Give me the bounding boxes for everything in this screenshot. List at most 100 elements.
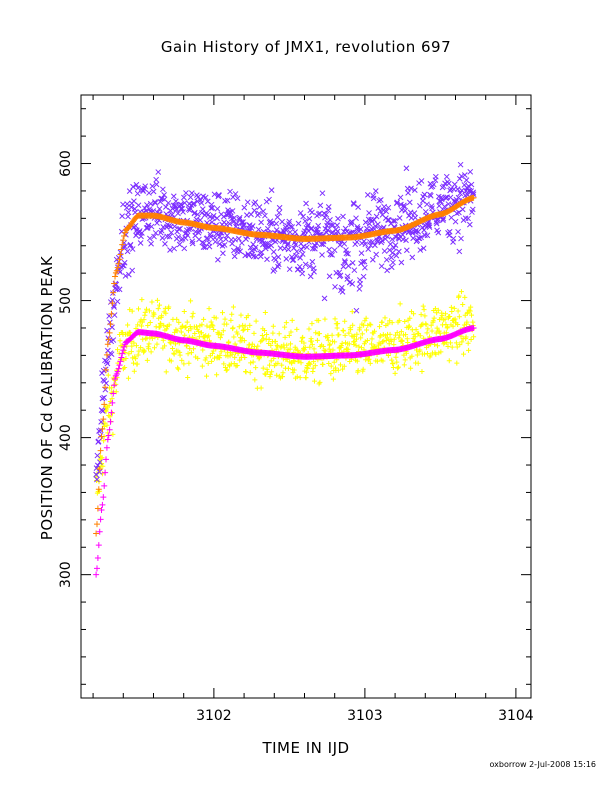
data-point xyxy=(188,326,194,332)
data-point xyxy=(403,247,410,254)
data-point xyxy=(385,217,391,223)
data-point xyxy=(302,344,308,350)
data-point xyxy=(168,340,174,346)
y-tick-label: 500 xyxy=(58,287,74,314)
fit-point xyxy=(119,350,126,357)
data-point xyxy=(362,241,369,248)
data-point xyxy=(346,330,352,336)
data-point xyxy=(129,246,136,252)
data-point xyxy=(468,337,474,343)
data-point xyxy=(459,206,466,213)
data-point xyxy=(299,251,306,257)
data-point xyxy=(343,250,350,257)
data-point xyxy=(247,370,253,376)
data-point xyxy=(458,235,464,242)
data-point xyxy=(407,315,413,321)
data-point xyxy=(392,370,398,376)
data-point xyxy=(406,323,412,329)
data-point xyxy=(370,195,377,202)
data-point xyxy=(389,357,395,363)
data-point xyxy=(131,198,137,204)
data-point xyxy=(455,308,461,314)
data-point xyxy=(345,263,352,269)
data-point xyxy=(170,193,177,200)
data-point xyxy=(391,342,397,348)
fit-point xyxy=(110,289,117,296)
data-point xyxy=(294,326,300,332)
data-point xyxy=(172,341,178,347)
data-point xyxy=(401,202,407,209)
fit-point xyxy=(110,390,117,397)
data-point xyxy=(250,359,256,365)
data-point xyxy=(109,297,116,303)
data-point xyxy=(225,209,232,216)
fit-point xyxy=(113,267,120,274)
fit-point xyxy=(112,375,119,382)
data-point xyxy=(330,376,336,382)
data-point xyxy=(285,365,291,371)
data-point xyxy=(232,341,238,347)
data-point xyxy=(341,240,348,247)
data-point xyxy=(138,345,144,351)
data-point xyxy=(223,236,229,242)
data-point xyxy=(167,247,173,253)
fit-point xyxy=(105,336,112,343)
data-point xyxy=(415,228,422,235)
data-point xyxy=(311,346,317,352)
data-point xyxy=(286,333,292,339)
data-point xyxy=(336,332,342,338)
data-point xyxy=(310,365,316,371)
data-point xyxy=(131,368,137,374)
data-point xyxy=(348,327,354,333)
data-point xyxy=(117,338,123,344)
data-point xyxy=(191,200,197,207)
data-point xyxy=(136,306,142,312)
data-point xyxy=(353,336,359,342)
data-point xyxy=(194,211,201,218)
data-point xyxy=(216,241,223,247)
data-point xyxy=(179,205,186,212)
data-point xyxy=(171,351,177,357)
data-point xyxy=(177,225,183,232)
fit-point xyxy=(106,426,113,433)
data-point xyxy=(325,203,332,210)
fit-point xyxy=(101,401,108,408)
data-point xyxy=(451,305,457,311)
data-point xyxy=(218,349,224,355)
data-point xyxy=(111,312,118,318)
data-point xyxy=(454,344,460,350)
fit-point xyxy=(115,260,122,267)
data-point xyxy=(296,263,303,270)
fit-point xyxy=(470,324,477,331)
data-point xyxy=(181,200,188,206)
data-point xyxy=(201,240,207,247)
data-point xyxy=(320,361,326,367)
data-point xyxy=(412,214,419,221)
data-point xyxy=(316,318,322,324)
data-point xyxy=(174,316,180,322)
data-point xyxy=(289,317,295,323)
data-point xyxy=(240,322,246,328)
data-point xyxy=(420,245,427,252)
data-point xyxy=(389,320,395,326)
data-point xyxy=(345,250,351,257)
data-point xyxy=(469,206,476,213)
data-point xyxy=(246,342,252,348)
data-point xyxy=(361,258,368,265)
data-point xyxy=(339,289,346,295)
data-point xyxy=(453,340,459,346)
data-point xyxy=(211,326,217,332)
fit-point xyxy=(93,530,100,537)
data-point xyxy=(251,207,258,214)
data-point xyxy=(138,233,144,240)
data-point xyxy=(439,313,445,319)
data-point xyxy=(125,375,131,381)
data-point xyxy=(309,342,315,348)
data-point xyxy=(359,258,366,265)
data-point xyxy=(98,419,104,425)
data-point xyxy=(354,358,360,364)
data-point xyxy=(205,360,211,366)
data-point xyxy=(417,347,423,353)
fit-point xyxy=(103,456,110,463)
data-point xyxy=(133,356,139,362)
